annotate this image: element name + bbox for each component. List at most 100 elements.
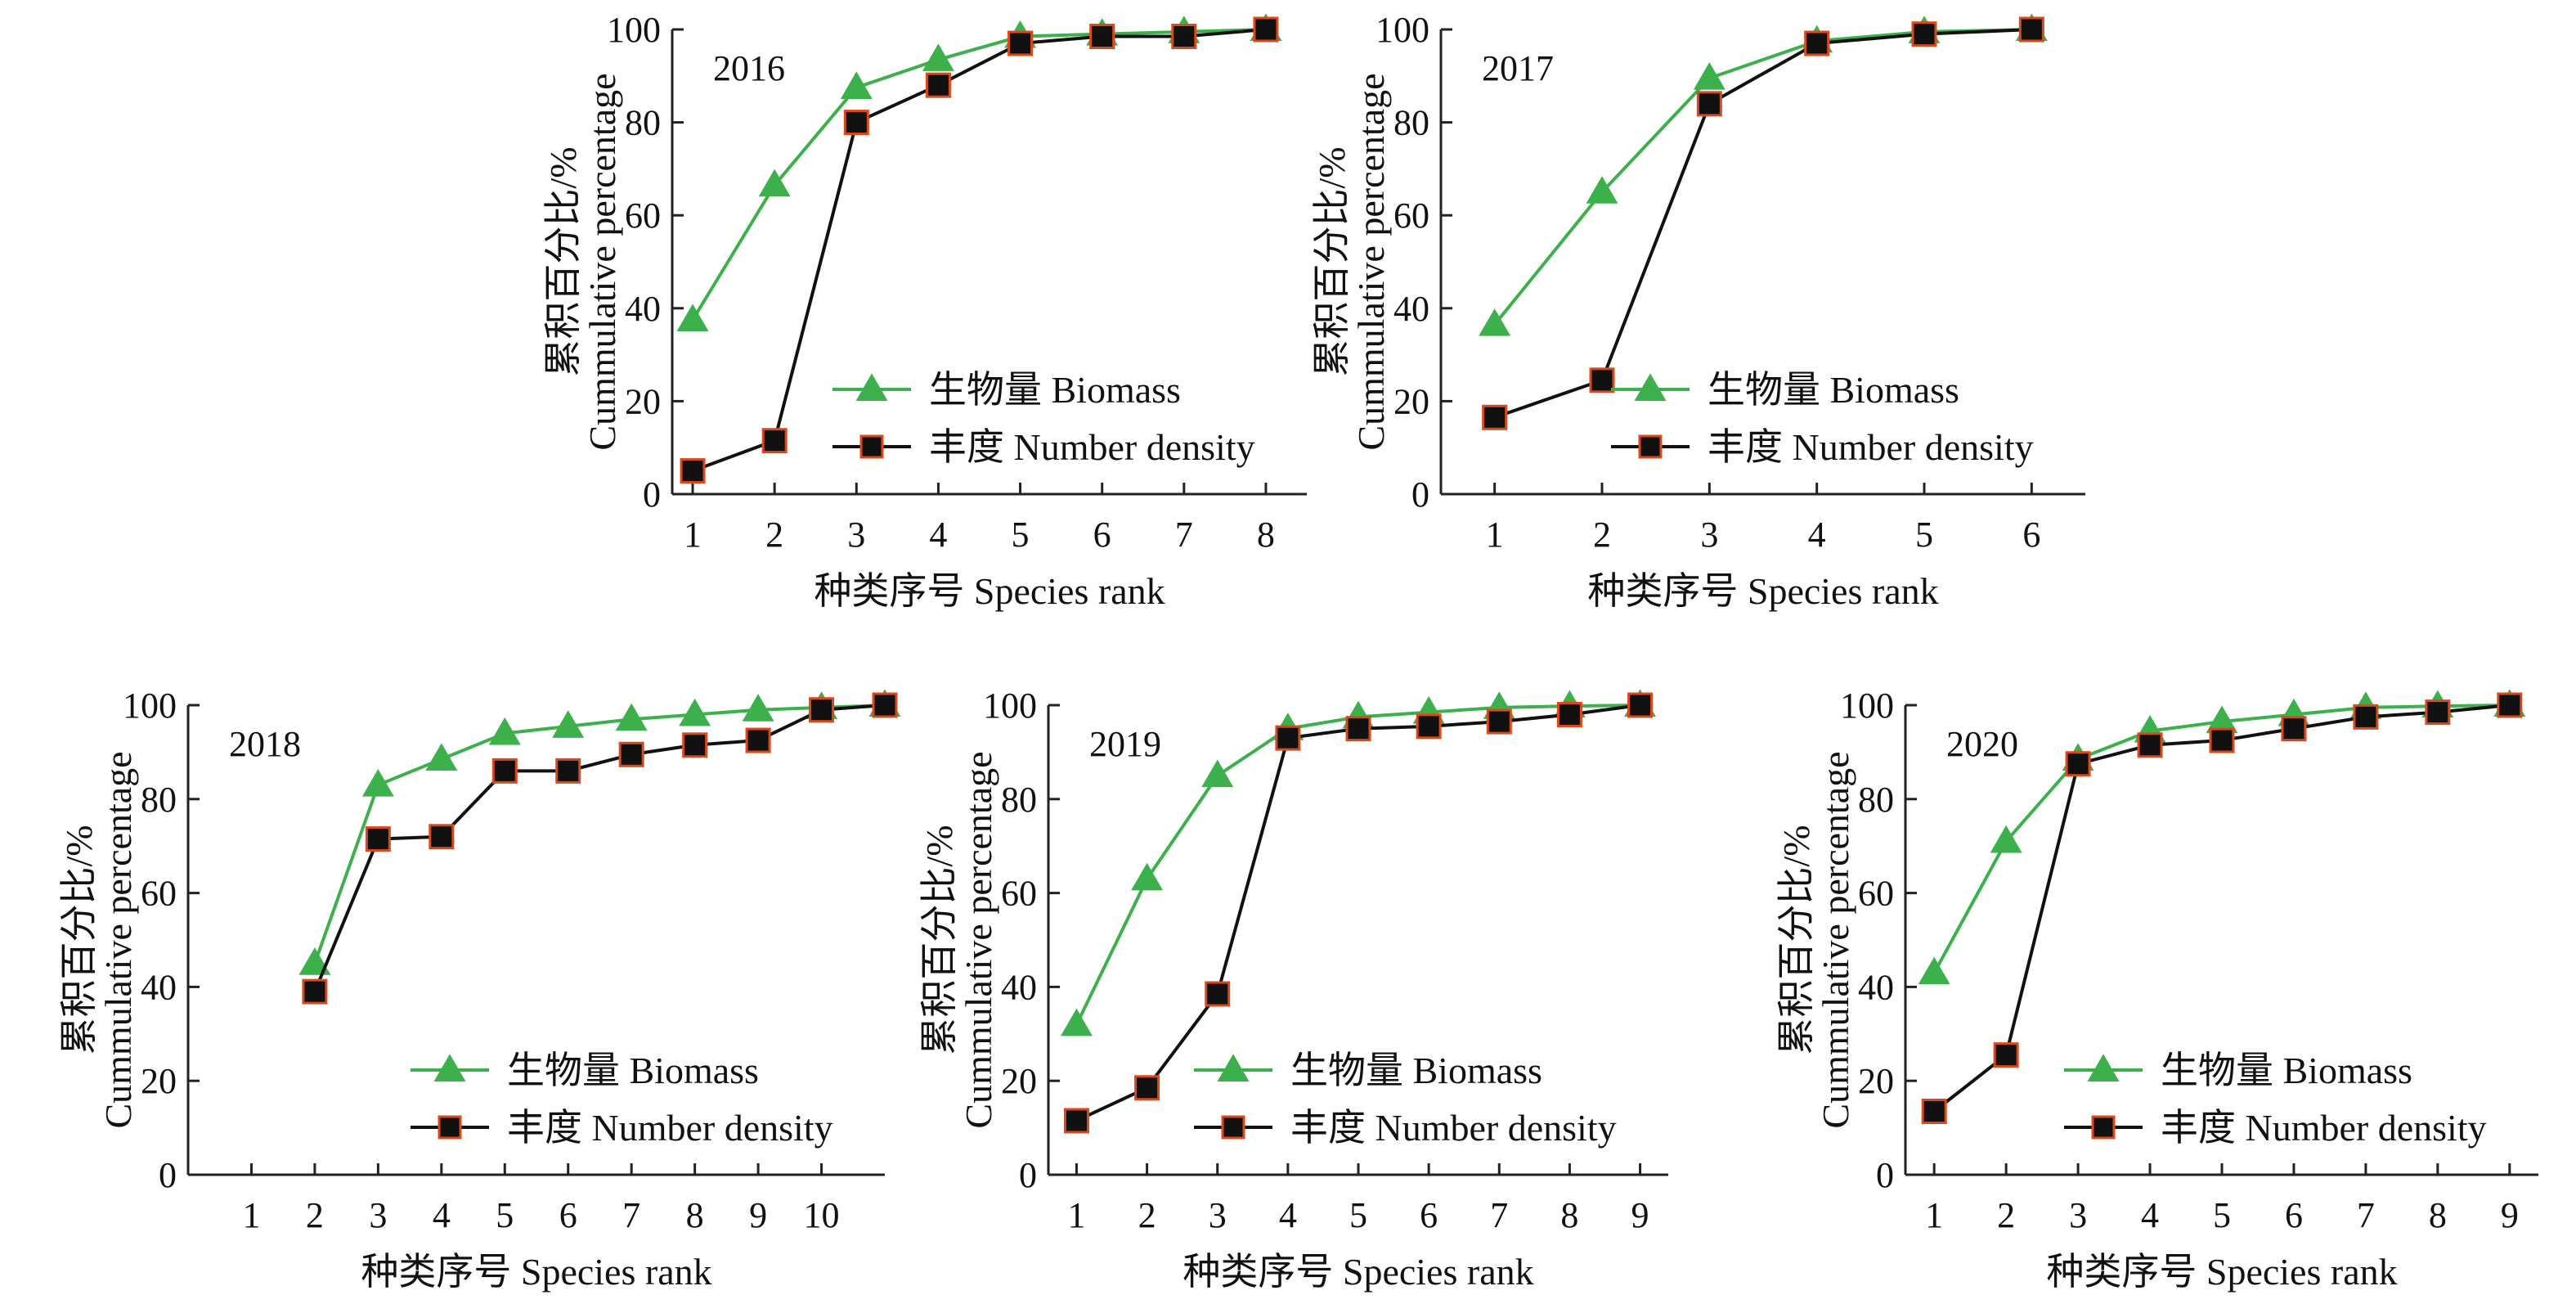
density-point	[1171, 24, 1197, 50]
y-axis-title-cn: 累积百分比/%	[1775, 825, 1817, 1054]
chart-panel-2018: 0 20 40 60 80 100 1 2 3 4 5 6 7 8 9 10 种类序号 Species rank…	[58, 686, 901, 1293]
density-point	[1589, 367, 1615, 393]
density-point	[1008, 30, 1034, 56]
legend-density-label: 丰度 Number density	[2161, 1107, 2487, 1149]
y-tick-label: 40	[1001, 967, 1037, 1007]
x-tick-label: 1	[1067, 1195, 1085, 1235]
density-point	[2353, 704, 2379, 730]
x-tick-label: 2	[1997, 1195, 2015, 1235]
density-point	[1921, 1099, 1947, 1125]
x-tick-label: 3	[369, 1195, 387, 1235]
legend-biomass-marker	[1217, 1054, 1250, 1081]
density-point	[2137, 732, 2163, 758]
x-axis-title: 种类序号 Species rank	[1183, 1251, 1533, 1293]
y-axis-title-cn: 累积百分比/%	[918, 825, 960, 1054]
density-point	[1556, 701, 1582, 727]
density-point	[1416, 713, 1442, 740]
x-tick-label: 1	[242, 1195, 260, 1235]
density-point	[925, 72, 951, 98]
legend-density-label: 丰度 Number density	[929, 426, 1255, 468]
chart-panel-2019: 0 20 40 60 80 100 1 2 3 4 5 6 7 8 9 种类序号 Species rank 累积…	[918, 686, 1668, 1293]
legend-density-label: 丰度 Number density	[1290, 1107, 1617, 1149]
legend-biomass-label: 生物量 Biomass	[507, 1050, 759, 1091]
biomass-point	[552, 710, 585, 738]
y-tick-label: 80	[1393, 103, 1429, 143]
x-tick-label: 8	[1560, 1195, 1578, 1235]
panel-year-label: 2020	[1946, 724, 2018, 764]
panel-year-label: 2019	[1089, 724, 1161, 764]
biomass-point	[1201, 759, 1234, 788]
density-point	[745, 727, 771, 753]
legend-density-marker	[1638, 434, 1663, 459]
x-tick-label: 4	[433, 1195, 451, 1235]
x-tick-label: 6	[2285, 1195, 2303, 1235]
biomass-point	[488, 717, 521, 745]
legend-biomass-label: 生物量 Biomass	[929, 369, 1181, 411]
biomass-point	[742, 694, 774, 722]
legend-biomass-marker	[2087, 1054, 2120, 1081]
chart-panel-2016: 0 20 40 60 80 100 1 2 3 4 5 6 7 8 种类序号 Species rank 累积百…	[542, 10, 1307, 612]
x-tick-label: 3	[1209, 1195, 1227, 1235]
x-tick-label: 2	[1138, 1195, 1156, 1235]
y-axis-title-cn: 累积百分比/%	[542, 146, 584, 376]
biomass-point	[840, 71, 873, 99]
density-line	[313, 704, 886, 992]
y-tick-label: 40	[141, 967, 177, 1007]
x-tick-label: 10	[804, 1195, 840, 1235]
y-tick-label: 0	[643, 474, 661, 515]
panel-year-label: 2018	[229, 724, 301, 764]
x-tick-label: 9	[1631, 1195, 1649, 1235]
density-point	[429, 824, 455, 850]
x-axis-title: 种类序号 Species rank	[361, 1251, 711, 1293]
y-tick-label: 100	[123, 686, 177, 726]
density-point	[1804, 30, 1830, 56]
biomass-line	[1493, 28, 2032, 326]
density-line	[1494, 28, 2032, 420]
y-axis-title-en: Cummulative percentage	[581, 73, 623, 450]
y-tick-label: 60	[1858, 874, 1894, 914]
x-tick-label: 4	[929, 515, 947, 555]
y-tick-label: 60	[1001, 874, 1037, 914]
x-axis-title: 种类序号 Species rank	[814, 570, 1165, 612]
density-point	[1275, 725, 1301, 751]
y-tick-label: 100	[1376, 10, 1429, 50]
density-point	[1911, 21, 1937, 47]
legend-biomass-label: 生物量 Biomass	[1290, 1050, 1542, 1091]
y-axis-title-en: Cummulative percentage	[958, 751, 999, 1128]
y-tick-label: 60	[1393, 196, 1429, 236]
density-point	[1345, 716, 1371, 742]
panel-year-label: 2017	[1482, 48, 1554, 88]
density-point	[682, 732, 708, 758]
legend-biomass-marker	[855, 373, 888, 401]
density-point	[555, 758, 581, 784]
density-point	[872, 692, 898, 718]
y-tick-label: 100	[607, 10, 661, 50]
x-tick-label: 2	[306, 1195, 324, 1235]
density-point	[1482, 404, 1508, 430]
chart-panel-2017: 0 20 40 60 80 100 1 2 3 4 5 6 种类序号 Species rank 累积百分比…	[1311, 10, 2085, 612]
x-tick-label: 4	[2141, 1195, 2159, 1235]
legend-density-marker	[1221, 1115, 1245, 1140]
legend-density-marker	[2091, 1115, 2116, 1140]
x-tick-label: 6	[559, 1195, 577, 1235]
y-axis-title-en: Cummulative percentage	[1815, 751, 1856, 1128]
density-point	[843, 110, 869, 136]
biomass-point	[1693, 62, 1726, 90]
x-tick-label: 5	[2213, 1195, 2231, 1235]
biomass-point	[1918, 956, 1950, 985]
density-point	[2209, 727, 2235, 753]
legend-biomass-label: 生物量 Biomass	[2161, 1050, 2412, 1091]
y-tick-label: 80	[1001, 780, 1037, 820]
density-point	[1993, 1042, 2019, 1068]
biomass-point	[1060, 1008, 1093, 1036]
y-tick-label: 80	[625, 103, 661, 143]
x-tick-label: 3	[1700, 515, 1718, 555]
density-point	[761, 428, 788, 454]
density-point	[1063, 1108, 1089, 1134]
density-point	[1134, 1075, 1160, 1101]
biomass-point	[758, 169, 791, 197]
x-tick-label: 1	[1925, 1195, 1943, 1235]
legend-biomass-marker	[1634, 373, 1667, 401]
y-tick-label: 20	[1001, 1061, 1037, 1101]
x-tick-label: 3	[847, 515, 865, 555]
